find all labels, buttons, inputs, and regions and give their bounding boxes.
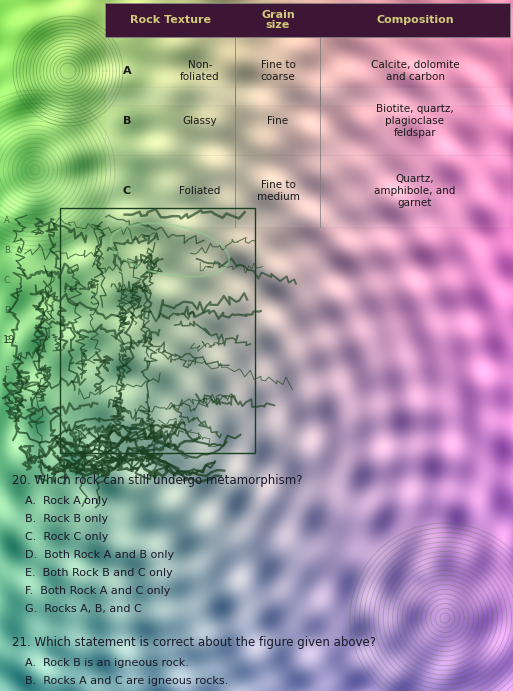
Text: 20. Which rock can still undergo metamorphism?: 20. Which rock can still undergo metamor… <box>12 474 303 487</box>
Text: C: C <box>123 186 131 196</box>
Text: E.  Both Rock B and C only: E. Both Rock B and C only <box>25 568 173 578</box>
Text: Foliated: Foliated <box>180 186 221 196</box>
Text: Rock Texture: Rock Texture <box>129 15 210 25</box>
Text: C.: C. <box>4 276 12 285</box>
Text: A.  Rock A only: A. Rock A only <box>25 496 108 506</box>
Bar <box>105 3 510 37</box>
Text: Non-
foliated: Non- foliated <box>180 60 220 82</box>
Text: Grain
size: Grain size <box>261 10 295 30</box>
Text: Fine: Fine <box>267 116 288 126</box>
Text: Composition: Composition <box>376 15 454 25</box>
Bar <box>60 208 255 453</box>
Text: F.: F. <box>4 366 10 375</box>
Text: G.: G. <box>4 395 13 404</box>
Text: B.  Rocks A and C are igneous rocks.: B. Rocks A and C are igneous rocks. <box>25 676 228 686</box>
Text: Fine to
coarse: Fine to coarse <box>261 60 295 82</box>
Text: D.  Both Rock A and B only: D. Both Rock A and B only <box>25 550 174 560</box>
Bar <box>105 155 510 227</box>
Text: Fine to
medium: Fine to medium <box>256 180 300 202</box>
Text: Quartz,
amphibole, and
garnet: Quartz, amphibole, and garnet <box>374 174 456 207</box>
Text: F.  Both Rock A and C only: F. Both Rock A and C only <box>25 586 170 596</box>
Text: A.: A. <box>4 216 12 225</box>
Text: G.  Rocks A, B, and C: G. Rocks A, B, and C <box>25 604 142 614</box>
Text: Calcite, dolomite
and carbon: Calcite, dolomite and carbon <box>371 60 459 82</box>
Text: Biotite, quartz,
plagioclase
feldspar: Biotite, quartz, plagioclase feldspar <box>376 104 454 138</box>
Text: Glassy: Glassy <box>183 116 218 126</box>
Text: B.  Rock B only: B. Rock B only <box>25 514 108 524</box>
Text: C.  Rock C only: C. Rock C only <box>25 532 108 542</box>
Text: 19.: 19. <box>3 335 18 345</box>
Text: B.: B. <box>4 245 12 254</box>
Text: E.: E. <box>4 336 12 345</box>
Bar <box>105 87 510 155</box>
Text: A.  Rock B is an igneous rock.: A. Rock B is an igneous rock. <box>25 658 189 668</box>
Text: D.: D. <box>4 305 13 314</box>
Text: 21. Which statement is correct about the figure given above?: 21. Which statement is correct about the… <box>12 636 376 649</box>
Bar <box>105 37 510 105</box>
Text: A: A <box>123 66 131 76</box>
Text: B: B <box>123 116 131 126</box>
